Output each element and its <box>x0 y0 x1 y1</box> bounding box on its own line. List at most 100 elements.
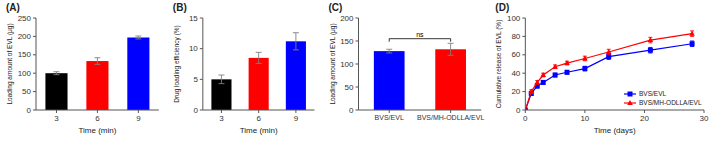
bar <box>45 73 67 110</box>
y-tick-label: 0 <box>27 106 32 115</box>
marker <box>606 49 612 54</box>
marker <box>553 73 558 78</box>
bracket <box>389 39 450 42</box>
y-tick-label: 0 <box>349 106 354 115</box>
y-tick-label: 150 <box>340 37 354 46</box>
y-tick-label: 20 <box>511 87 520 96</box>
y-axis-label: Cumulative release of EVL (%) <box>495 20 503 109</box>
x-axis <box>359 110 482 111</box>
legend: BVS/EVL BVS/MH-ODLLA/EVL <box>624 90 702 106</box>
panel: (A) 0 50 100 150 200 250 3 6 9 Time (min) Loading a… <box>6 2 159 135</box>
panel: (B)051015369Time (min)Drug loading effic… <box>173 2 315 135</box>
y-tick-label: 200 <box>340 14 354 23</box>
marks <box>374 43 466 110</box>
y-tick-label: 0 <box>193 106 198 115</box>
marker <box>689 31 695 36</box>
error-bar <box>448 43 454 55</box>
error-bar <box>553 73 557 77</box>
y-axis-label: Loading amount of EVL (μg) <box>6 23 14 104</box>
x-tick-label: BVS/EVL <box>375 114 404 121</box>
bar <box>249 58 269 110</box>
bar <box>127 38 149 110</box>
x-tick-label: 9 <box>136 114 141 123</box>
panel: (D)0204060801000102030Time (days)Cumulat… <box>495 2 709 135</box>
panel-label: (C) <box>329 2 343 13</box>
error-bar <box>53 72 59 75</box>
marker <box>565 70 570 75</box>
marks <box>211 33 306 110</box>
marker <box>648 37 654 42</box>
annotation: ns <box>416 31 424 38</box>
y-tick-label: 80 <box>511 32 520 41</box>
y-tick-label: 50 <box>22 87 31 96</box>
x-tick-label: 6 <box>256 114 261 123</box>
marks <box>45 36 149 110</box>
y-tick-label: 200 <box>18 32 32 41</box>
y-tick-label: 100 <box>340 60 354 69</box>
error-bar <box>386 49 392 53</box>
bar <box>435 49 466 110</box>
x-axis-label: Time (min) <box>240 126 278 135</box>
y-tick-label: 100 <box>507 14 521 23</box>
legend-label: BVS/MH-ODLLA/EVL <box>639 99 702 106</box>
marker <box>648 48 653 53</box>
legend-marker <box>627 100 633 105</box>
y-tick-label: 100 <box>18 69 32 78</box>
y-axis <box>202 18 203 110</box>
y-tick-label: 250 <box>18 14 32 23</box>
panel-label: (A) <box>6 2 20 13</box>
x-tick-label: 3 <box>219 114 224 123</box>
x-tick-label: 10 <box>580 114 589 123</box>
error-bar <box>565 70 569 74</box>
y-tick-label: 5 <box>193 75 198 84</box>
marker <box>582 66 587 71</box>
x-axis-label: Time (days) <box>594 126 636 135</box>
error-bar <box>690 41 694 47</box>
panel: (C)050100150200BVS/EVLBVS/MH-ODLLA/EVLLo… <box>329 2 485 121</box>
marker <box>541 80 546 85</box>
marker <box>528 89 534 94</box>
y-tick-label: 15 <box>189 14 198 23</box>
error-bar <box>94 58 100 65</box>
error-bar <box>583 56 587 61</box>
y-axis <box>358 18 359 110</box>
x-tick-label: 0 <box>523 114 528 123</box>
x-tick-label: 20 <box>640 114 649 123</box>
error-bar <box>690 31 694 37</box>
x-axis <box>36 110 159 111</box>
legend-marker <box>628 92 633 97</box>
error-bar <box>135 36 141 39</box>
y-tick-label: 150 <box>18 50 32 59</box>
error-bar <box>583 66 587 71</box>
x-tick-label: 30 <box>700 114 709 123</box>
marker <box>552 64 558 69</box>
x-tick-label: 9 <box>294 114 299 123</box>
bar <box>286 41 306 110</box>
marker <box>564 60 570 65</box>
marker <box>582 55 588 60</box>
panel-label: (B) <box>173 2 187 13</box>
y-tick-label: 0 <box>516 106 521 115</box>
y-axis-label: Loading amount of EVL (μg) <box>329 23 337 104</box>
bar <box>86 61 108 110</box>
x-tick-label: 3 <box>54 114 59 123</box>
y-tick-label: 40 <box>511 69 520 78</box>
chart: (A)050100150200250369Time (min)Loading a… <box>0 0 710 146</box>
marker <box>534 79 540 84</box>
legend-label: BVS/EVL <box>639 90 666 97</box>
error-bar <box>256 52 262 63</box>
y-tick-label: 50 <box>345 83 354 92</box>
error-bar <box>648 37 652 43</box>
error-bar <box>648 47 652 53</box>
error-bar <box>541 81 545 85</box>
x-tick-label: 6 <box>95 114 100 123</box>
y-axis <box>36 18 37 110</box>
x-axis-label: Time (min) <box>78 126 116 135</box>
marker <box>540 72 546 77</box>
panel-label: (D) <box>495 2 509 13</box>
y-axis-label: Drug loading efficiency (%) <box>173 25 181 103</box>
error-bar <box>218 75 224 84</box>
x-axis <box>203 110 315 111</box>
x-axis <box>525 110 704 111</box>
error-bar <box>293 33 299 50</box>
